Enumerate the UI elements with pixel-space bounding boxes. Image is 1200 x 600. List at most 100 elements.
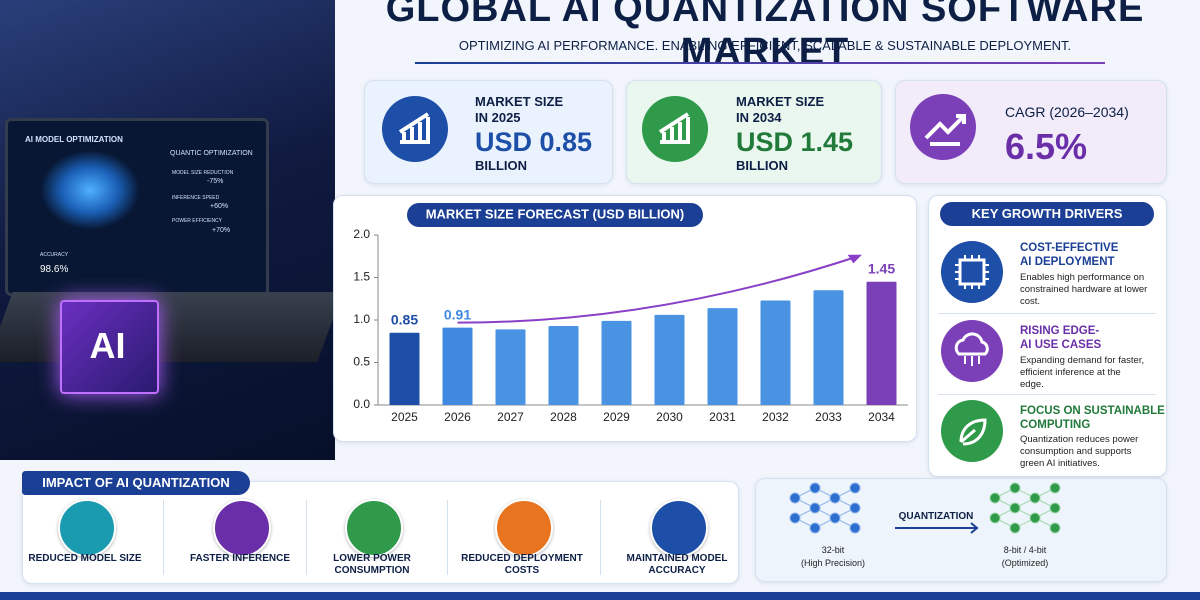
impact-icon [495,499,553,557]
driver-icon [941,400,1003,462]
impact-icon [213,499,271,557]
bar [548,325,579,405]
stat-unit: BILLION [736,158,788,173]
icon [955,255,989,289]
quantization-card [755,478,1167,582]
title: GLOBAL AI QUANTIZATION SOFTWARE MARKET [385,0,1145,73]
ai-cube [60,300,159,394]
subtitle-rule [415,62,1105,64]
impact-icon [58,499,116,557]
from-label: 32-bit [822,545,845,555]
to-label: 8-bit / 4-bit [1004,545,1047,555]
impact-icon [650,499,708,557]
driver-title: FOCUS ON SUSTAINABLE COMPUTING [1020,405,1165,431]
y-tick-label: 1.5 [353,270,370,284]
stat-icon [910,94,976,160]
icon [658,112,690,144]
icon [954,332,989,366]
icon [398,112,430,144]
trend-arrow-head [847,254,862,264]
x-tick-label: 2032 [762,410,789,424]
metric-label: POWER EFFICIENCY [172,218,223,224]
bar [389,332,420,405]
x-tick-label: 2026 [444,410,471,424]
x-tick-label: 2029 [603,410,630,424]
driver-text: Quantization reduces power consumption a… [1020,434,1139,469]
metric-label: MODEL SIZE REDUCTION [172,170,234,176]
stat-unit: BILLION [475,158,527,173]
metric-value: +70% [212,227,231,234]
network-8bit [989,482,1061,534]
quantization-label: QUANTIZATION [899,511,974,522]
impact-label: LOWER POWER CONSUMPTION [333,553,411,576]
bar [866,281,897,405]
stat-value: USD 0.85 [475,127,593,157]
x-tick-label: 2025 [391,410,418,424]
metric-value: +60% [210,203,229,210]
bar [813,290,844,405]
driver-icon [941,241,1003,303]
driver-title: COST-EFFECTIVE AI DEPLOYMENT [1020,242,1119,268]
network-32bit [789,482,861,534]
divider [162,500,164,575]
screen-title: AI MODEL OPTIMIZATION [25,135,123,144]
subtitle: OPTIMIZING AI PERFORMANCE. ENABLING EFFI… [458,38,1072,53]
hero: AI MODEL OPTIMIZATION QUANTIC OPTIMIZATI… [0,0,343,460]
drivers-title: KEY GROWTH DRIVERS [940,202,1154,226]
stat-label: CAGR (2026–2034) [1005,104,1129,120]
data-label: 0.85 [391,311,418,327]
accuracy-label: ACCURACY [40,252,69,258]
stat-label: MARKET SIZE IN 2034 [736,94,825,125]
driver-title: RISING EDGE-AI USE CASES [1020,325,1102,351]
x-tick-label: 2031 [709,410,736,424]
divider [938,394,1156,395]
to-note: (Optimized) [1002,558,1049,568]
icon [959,418,987,446]
x-tick-label: 2034 [868,410,895,424]
stat-icon [382,96,448,162]
brain [40,150,140,230]
bar [442,327,473,405]
icon [924,114,966,146]
accuracy-value: 98.6% [40,264,69,275]
divider [306,500,307,575]
laptop-base [0,292,343,362]
bar [654,314,685,405]
arrow [895,522,979,534]
impact-label: REDUCED MODEL SIZE [28,553,142,564]
stat-value: USD 1.45 [736,127,854,157]
driver-icon [941,320,1003,382]
y-tick-label: 1.0 [353,312,370,326]
impact-label: FASTER INFERENCE [189,553,290,564]
panel-title: QUANTIC OPTIMIZATION [170,150,253,157]
bar [495,329,526,405]
impact-icon [345,499,403,557]
bar [601,320,632,405]
chart-title-pill [407,203,703,227]
chart-title: MARKET SIZE FORECAST (USD BILLION) [426,206,685,221]
impact-label: REDUCED DEPLOYMENT COSTS [461,553,583,576]
divider [447,500,448,575]
trend-arrow [457,254,860,324]
impact-title: IMPACT OF AI QUANTIZATION [22,471,250,495]
divider [938,313,1156,314]
driver-text: Expanding demand for faster, efficient i… [1020,355,1145,390]
bar [707,308,738,405]
y-tick-label: 2.0 [353,227,370,241]
metric-label: INFERENCE SPEED [172,195,220,201]
bar [760,300,791,405]
x-tick-label: 2027 [497,410,524,424]
divider [599,500,601,575]
footer-band [0,592,1200,600]
metric-value: -75% [207,178,224,185]
x-tick-label: 2033 [815,410,842,424]
stat-label: MARKET SIZE IN 2025 [475,94,564,125]
stat-icon [642,96,708,162]
x-tick-label: 2028 [550,410,577,424]
x-tick-label: 2030 [656,410,683,424]
impact-label: MAINTAINED MODEL ACCURACY [626,553,728,576]
chart: MARKET SIZE FORECAST (USD BILLION) 0.0 0.… [353,203,908,424]
y-tick-label: 0.0 [353,397,370,411]
y-tick-label: 0.5 [353,355,370,369]
